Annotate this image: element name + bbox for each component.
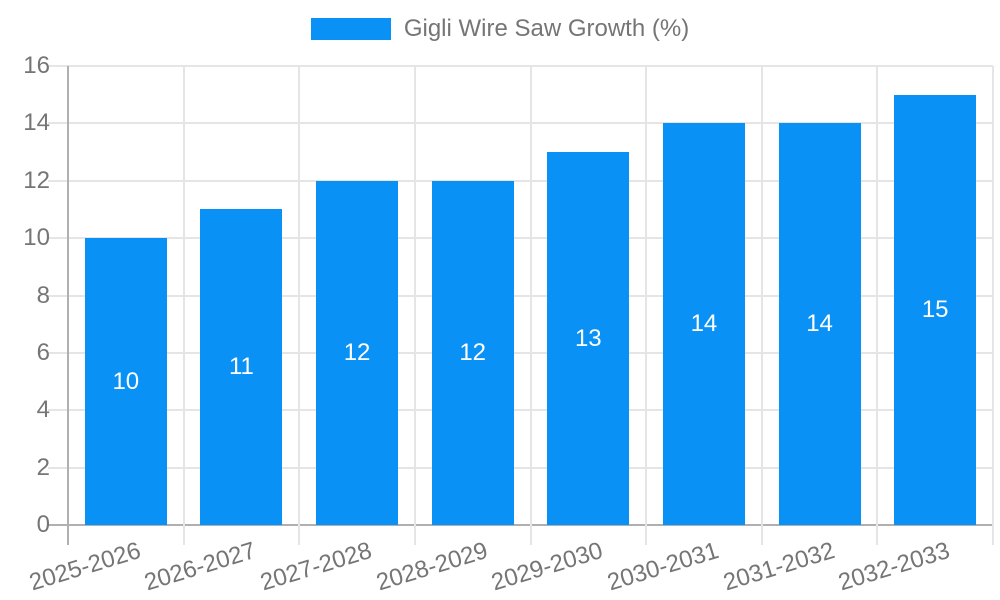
x-tick-label: 2028-2029 [372,537,491,597]
x-tick-label: 2032-2033 [835,537,954,597]
y-gridline [48,351,993,354]
legend: Gigli Wire Saw Growth (%) [0,14,1000,44]
bar: 14 [778,123,861,525]
x-gridline [876,66,879,545]
y-gridline [48,294,993,297]
y-gridline [48,65,993,67]
y-gridline [48,237,993,240]
x-gridline [645,66,648,545]
x-tick-label: 2026-2027 [141,537,260,597]
x-tick-label: 2031-2032 [719,537,838,597]
x-zero-line [67,66,69,545]
y-tick-label: 6 [36,338,50,366]
x-tick-label: 2029-2030 [488,537,607,597]
x-gridline [760,66,763,545]
bar-value-label: 12 [343,338,371,366]
x-tick-label: 2025-2026 [26,537,144,597]
y-gridline [48,179,993,182]
y-tick-label: 12 [23,166,50,194]
bar: 15 [894,94,977,525]
bar: 12 [316,180,399,525]
bar: 13 [547,152,630,525]
y-tick-label: 16 [23,52,50,79]
bar: 11 [200,209,283,525]
y-tick-label: 8 [36,281,50,309]
bar: 10 [84,238,167,525]
y-tick-label: 10 [23,224,50,252]
x-tick-label: 2027-2028 [257,537,375,597]
bar-value-label: 15 [921,295,949,323]
bar-value-label: 10 [112,367,140,395]
bar-value-label: 14 [806,310,833,338]
legend-swatch [310,18,391,40]
x-gridline [529,66,532,545]
x-gridline [992,66,994,545]
y-zero-line [48,524,993,526]
y-tick-label: 0 [36,511,50,538]
bar: 14 [662,123,745,525]
bar-value-label: 13 [574,324,602,352]
x-gridline [298,66,301,545]
legend-label: Gigli Wire Saw Growth (%) [403,15,690,42]
y-tick-label: 4 [36,396,50,424]
bar-value-label: 12 [459,338,487,366]
x-tick-label: 2030-2031 [604,537,722,597]
x-gridline [413,66,416,545]
bar-value-label: 11 [228,353,254,381]
y-gridline [48,122,993,125]
y-gridline [48,466,993,469]
bar: 12 [431,180,514,525]
y-tick-label: 14 [23,109,50,137]
x-gridline [182,66,185,545]
y-gridline [48,409,993,412]
y-tick-label: 2 [36,453,50,481]
bar-value-label: 14 [690,310,718,338]
